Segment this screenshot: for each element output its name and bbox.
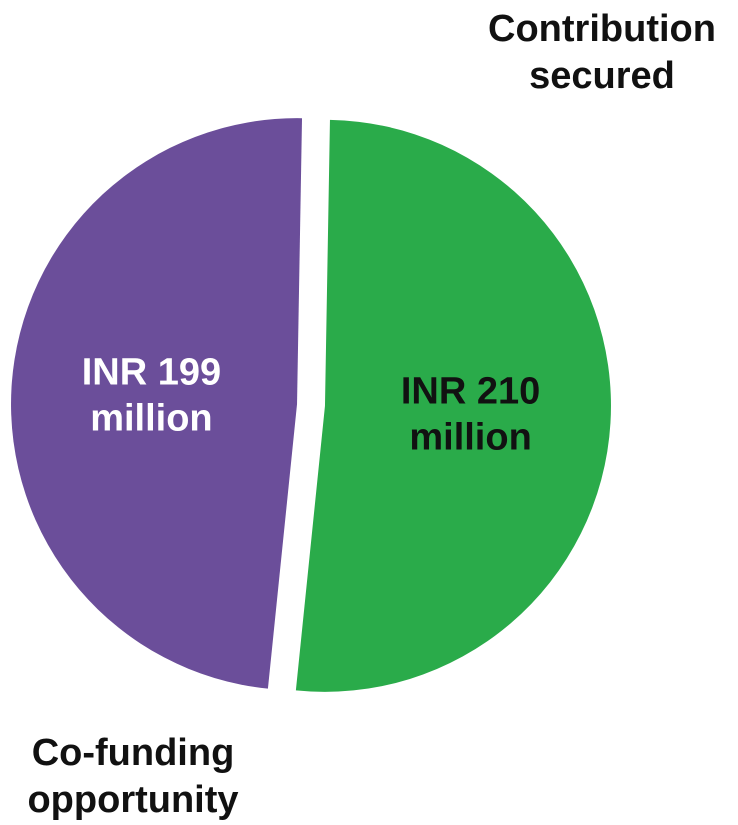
pie-slice-co-funding-opportunity — [11, 118, 303, 689]
co-funding-opportunity-label: Co-funding opportunity — [0, 730, 266, 824]
pie-slices — [11, 118, 611, 692]
slice-value-label-line1: INR 199 — [82, 351, 221, 393]
slice-value-label-line1: INR 210 — [401, 371, 540, 413]
co-funding-label-line1: Co-funding — [31, 732, 235, 774]
contribution-secured-label-line1: Contribution — [488, 8, 716, 50]
pie-slice-contribution-secured — [295, 119, 611, 692]
co-funding-label-line2: opportunity — [27, 779, 239, 821]
contribution-secured-label: Contribution secured — [466, 6, 738, 100]
slice-value-label-line2: million — [90, 397, 212, 439]
slice-value-label-line2: million — [409, 417, 531, 459]
contribution-secured-label-line2: secured — [529, 55, 675, 97]
